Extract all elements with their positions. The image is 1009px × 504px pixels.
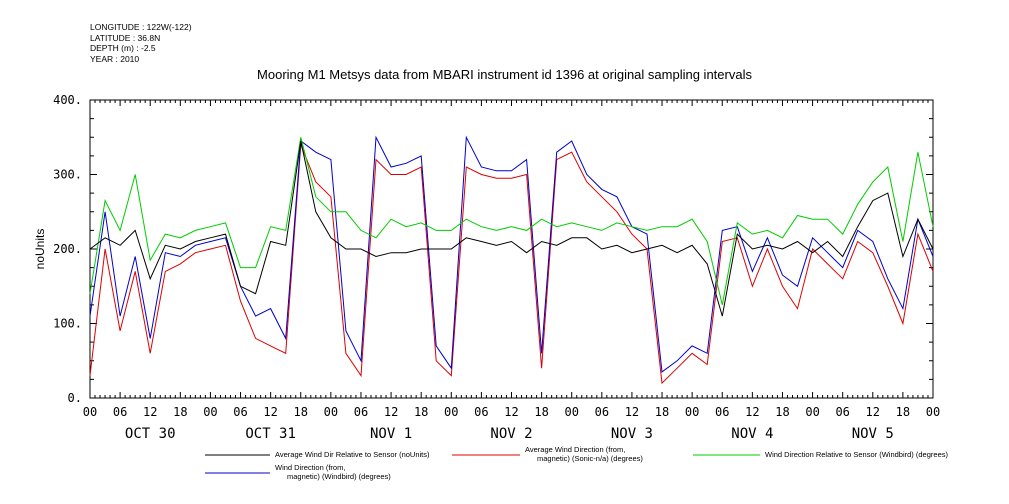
- longitude-text: LONGITUDE : 122W(-122): [90, 22, 192, 32]
- day-label: NOV 1: [370, 426, 412, 442]
- x-tick-label: 06: [715, 405, 729, 419]
- chart-title: Mooring M1 Metsys data from MBARI instru…: [257, 67, 752, 82]
- x-tick-label: 12: [625, 405, 639, 419]
- x-tick-label: 12: [263, 405, 277, 419]
- y-axis-label: noUnits: [33, 229, 47, 270]
- y-tick-label: 300.: [53, 168, 82, 182]
- series-line-1: [89, 144, 934, 385]
- x-tick-label: 00: [324, 405, 338, 419]
- x-tick-label: 00: [564, 405, 578, 419]
- x-tick-label: 12: [866, 405, 880, 419]
- series-line-2: [89, 137, 934, 306]
- x-tick-label: 18: [414, 405, 428, 419]
- x-tick-label: 06: [835, 405, 849, 419]
- y-tick-label: 0.: [68, 391, 82, 405]
- year-text: YEAR : 2010: [90, 53, 140, 64]
- x-tick-label: 06: [354, 405, 368, 419]
- x-tick-label: 18: [655, 405, 669, 419]
- plot-frame: [89, 99, 934, 399]
- x-tick-label: 00: [926, 405, 940, 419]
- x-tick-label: 06: [595, 405, 609, 419]
- day-label: NOV 2: [490, 426, 532, 442]
- x-tick-label: 18: [173, 405, 187, 419]
- metadata-block: LONGITUDE : 122W(-122) LATITUDE : 36.8N …: [90, 22, 192, 64]
- day-label: NOV 5: [852, 426, 894, 442]
- day-label: NOV 4: [731, 426, 773, 442]
- day-label: OCT 30: [125, 426, 176, 442]
- x-tick-label: 18: [534, 405, 548, 419]
- x-tick-label: 06: [474, 405, 488, 419]
- x-tick-label: 18: [294, 405, 308, 419]
- legend-label-2: Wind Direction Relative to Sensor (Windb…: [765, 450, 948, 459]
- day-label: NOV 3: [611, 426, 653, 442]
- series-line-3: [89, 135, 934, 373]
- depth-text: DEPTH (m) : -2.5: [90, 43, 156, 53]
- x-tick-label: 12: [504, 405, 518, 419]
- x-tick-label: 18: [775, 405, 789, 419]
- x-tick-label: 06: [113, 405, 127, 419]
- x-tick-label: 00: [444, 405, 458, 419]
- y-tick-label: 100.: [53, 317, 82, 331]
- x-tick-label: 12: [384, 405, 398, 419]
- x-tick-label: 18: [896, 405, 910, 419]
- legend-label-0: Average Wind Dir Relative to Sensor (noU…: [275, 450, 430, 459]
- latitude-text: LATITUDE : 36.8N: [90, 32, 161, 43]
- legend-label-3: Wind Direction (from, magnetic) (Windbird…: [275, 463, 391, 481]
- x-tick-label: 00: [805, 405, 819, 419]
- y-tick-label: 200.: [53, 242, 82, 256]
- x-tick-label: 00: [685, 405, 699, 419]
- legend-label-1: Average Wind Direction (from, magnetic) (…: [525, 445, 643, 463]
- y-tick-label: 400.: [53, 93, 82, 107]
- x-tick-label: 06: [233, 405, 247, 419]
- x-tick-label: 12: [745, 405, 759, 419]
- series-line-0: [89, 140, 934, 317]
- day-label: OCT 31: [245, 426, 296, 442]
- x-tick-label: 12: [143, 405, 157, 419]
- x-tick-label: 00: [203, 405, 217, 419]
- x-tick-label: 00: [83, 405, 97, 419]
